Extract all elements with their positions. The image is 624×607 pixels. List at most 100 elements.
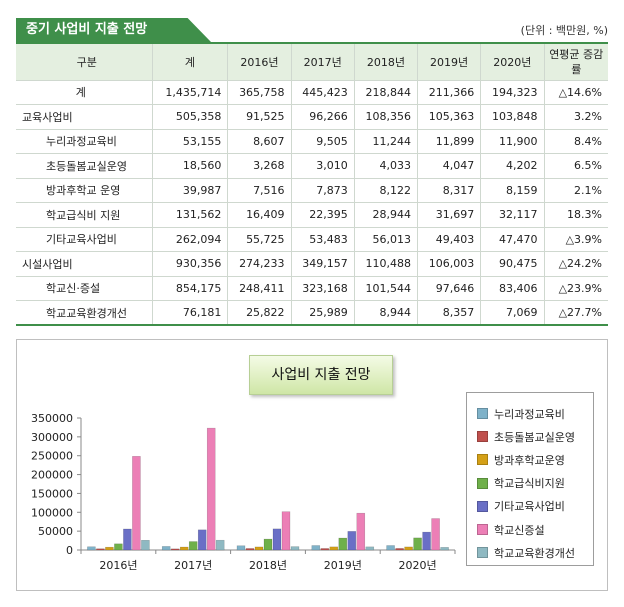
- legend-swatch: [477, 500, 488, 512]
- bar: [281, 511, 291, 551]
- table-cell: △27.7%: [543, 300, 608, 326]
- table-cell: 22,395: [290, 202, 355, 228]
- legend-item: 초등돌봄교실운영: [477, 425, 593, 448]
- column-header: 2017년: [290, 44, 355, 81]
- y-tick-label: 50000: [38, 525, 73, 538]
- table-cell: △3.9%: [543, 227, 608, 252]
- table-cell: 8,607: [227, 129, 292, 154]
- bar: [404, 546, 413, 551]
- table-cell: 211,366: [416, 80, 481, 105]
- bar: [105, 546, 114, 551]
- bar: [96, 548, 105, 551]
- bar: [245, 548, 255, 551]
- y-tick-label: 0: [66, 544, 73, 557]
- legend-item: 방과후학교운영: [477, 448, 593, 471]
- table-cell: 349,157: [290, 251, 355, 277]
- table-cell: 101,544: [353, 276, 418, 301]
- legend-label: 초등돌봄교실운영: [494, 430, 575, 444]
- table-row: 교육사업비 505,358 91,525 96,266 108,356 105,363 10…: [16, 104, 608, 130]
- x-tick-label: 2016년: [99, 559, 137, 572]
- bar: [132, 456, 141, 551]
- table-cell: 6.5%: [543, 153, 608, 179]
- table-cell: 274,233: [227, 251, 292, 277]
- table-cell: 4,047: [416, 153, 481, 179]
- chart-legend: 누리과정교육비 초등돌봄교실운영 방과후학교운영 학교급식비지원 기타교육사업비 학교신증…: [466, 392, 594, 566]
- title-divider: [16, 42, 608, 44]
- table-cell: 323,168: [290, 276, 355, 301]
- row-label: 초등돌봄교실운영: [16, 153, 152, 179]
- table-cell: 83,406: [480, 276, 544, 301]
- row-label: 학교교육환경개선: [16, 300, 152, 326]
- bar-chart: 0 50000 100000 150000 200000 250000 300000 3500…: [31, 412, 456, 572]
- table-cell: 106,003: [416, 251, 481, 277]
- bar: [311, 545, 321, 551]
- bar: [170, 548, 180, 551]
- table-cell: 103,848: [480, 104, 544, 130]
- row-label: 학교급식비 지원: [16, 202, 152, 228]
- table-cell: 854,175: [151, 276, 228, 301]
- table-header-row: 구분 계 2016년 2017년 2018년 2019년 2020년 연평균 증…: [16, 44, 608, 81]
- column-header: 계: [151, 44, 228, 81]
- table-cell: 56,013: [353, 227, 418, 252]
- legend-label: 학교급식비지원: [494, 477, 565, 491]
- bar: [87, 546, 96, 551]
- unit-note: (단위 : 백만원, %): [520, 24, 608, 37]
- table-cell: 53,155: [151, 129, 228, 154]
- table-cell: 18.3%: [543, 202, 608, 228]
- table-cell: 248,411: [227, 276, 292, 301]
- table-cell: 930,356: [151, 251, 228, 277]
- table-cell: 25,989: [290, 300, 355, 326]
- y-tick-label: 250000: [31, 450, 73, 463]
- table-cell: 32,117: [480, 202, 544, 228]
- table-cell: 47,470: [480, 227, 544, 252]
- bar: [263, 538, 273, 551]
- table-cell: 11,900: [480, 129, 544, 154]
- legend-swatch: [477, 524, 488, 536]
- legend-label: 누리과정교육비: [494, 407, 565, 421]
- table-cell: 11,899: [416, 129, 481, 154]
- bar: [431, 518, 440, 551]
- table-cell: 262,094: [151, 227, 228, 252]
- bar: [329, 546, 339, 551]
- expenditure-table: 구분 계 2016년 2017년 2018년 2019년 2020년 연평균 증…: [16, 44, 608, 326]
- table-cell: 16,409: [227, 202, 292, 228]
- legend-swatch: [477, 431, 488, 443]
- column-header: 2020년: [480, 44, 544, 81]
- chart-panel: 0 50000 100000 150000 200000 250000 300000 3500…: [16, 339, 608, 591]
- x-tick-label: 2017년: [174, 559, 212, 572]
- bar: [440, 547, 449, 551]
- column-header: 연평균 증감률: [543, 44, 608, 81]
- legend-item: 학교교육환경개선: [477, 541, 593, 564]
- table-row: 누리과정교육비 53,155 8,607 9,505 11,244 11,899 11,90…: [16, 129, 608, 154]
- table-cell: 96,266: [290, 104, 355, 130]
- table-cell: 90,475: [480, 251, 544, 277]
- table-cell: 8,944: [353, 300, 418, 326]
- table-cell: 31,697: [416, 202, 481, 228]
- legend-item: 누리과정교육비: [477, 402, 593, 425]
- table-cell: 105,363: [416, 104, 481, 130]
- table-cell: 8,159: [480, 178, 544, 203]
- row-label: 학교신·증설: [16, 276, 152, 301]
- legend-label: 학교교육환경개선: [494, 546, 575, 560]
- table-cell: 8,357: [416, 300, 481, 326]
- bar: [272, 528, 282, 551]
- table-cell: 108,356: [353, 104, 418, 130]
- bar: [215, 539, 225, 551]
- table-cell: 3,010: [290, 153, 355, 179]
- table-row: 학교교육환경개선 76,181 25,822 25,989 8,944 8,357 7,06…: [16, 300, 608, 326]
- table-cell: 18,560: [151, 153, 228, 179]
- table-cell: 3,268: [227, 153, 292, 179]
- table-cell: 25,822: [227, 300, 292, 326]
- table-cell: 28,944: [353, 202, 418, 228]
- bar: [413, 537, 422, 551]
- bar: [197, 529, 207, 551]
- table-cell: 97,646: [416, 276, 481, 301]
- table-cell: 194,323: [480, 80, 544, 105]
- table-cell: 4,033: [353, 153, 418, 179]
- row-label: 누리과정교육비: [16, 129, 152, 154]
- table-cell: △24.2%: [543, 251, 608, 277]
- bar: [114, 543, 123, 551]
- bar: [386, 545, 395, 551]
- table-cell: 8,122: [353, 178, 418, 203]
- bar: [422, 531, 431, 551]
